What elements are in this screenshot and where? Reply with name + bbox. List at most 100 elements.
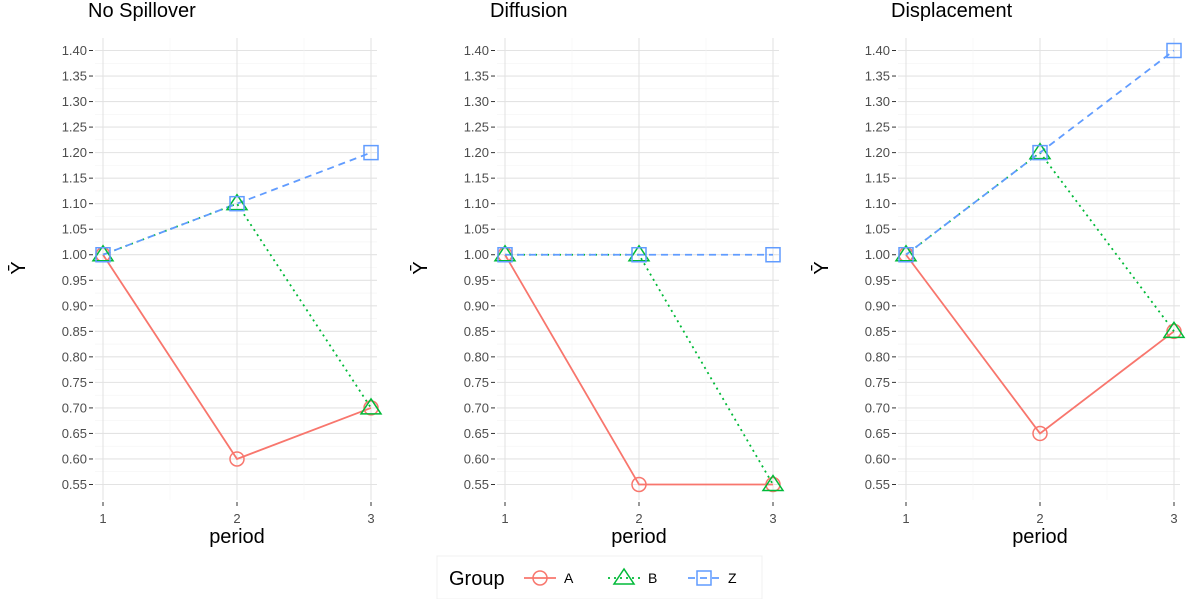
y-tick-label: 0.60 [865, 451, 890, 466]
y-axis-label: Ȳ [810, 261, 833, 274]
x-tick-label: 2 [635, 511, 642, 526]
x-axis-label: period [209, 526, 265, 548]
point-b [1162, 320, 1186, 339]
y-tick-label: 1.10 [62, 196, 87, 211]
y-tick-label: 1.25 [865, 120, 890, 135]
point-z [631, 246, 647, 263]
y-tick-label: 1.15 [865, 171, 890, 186]
y-tick-label: 0.60 [464, 451, 489, 466]
y-tick-label: 0.80 [865, 349, 890, 364]
y-tick-label: 1.10 [865, 196, 890, 211]
point-z [1166, 42, 1182, 59]
y-tick-label: 0.65 [865, 426, 890, 441]
y-tick-label: 0.70 [865, 400, 890, 415]
series-line-a [102, 254, 372, 461]
y-tick-label: 1.35 [62, 69, 87, 84]
y-tick-label: 0.70 [464, 400, 489, 415]
y-tick-label: 0.55 [62, 477, 87, 492]
x-tick-label: 1 [902, 511, 909, 526]
y-tick-label: 0.70 [62, 400, 87, 415]
x-tick-label: 2 [233, 511, 240, 526]
y-tick-label: 1.15 [464, 171, 489, 186]
legend-label-a: A [564, 570, 574, 586]
x-tick-label: 1 [99, 511, 106, 526]
series-line-a [905, 254, 1175, 435]
x-tick-label: 3 [769, 511, 776, 526]
y-tick-label: 0.60 [62, 451, 87, 466]
y-tick-label: 1.00 [865, 247, 890, 262]
y-tick-label: 1.40 [464, 43, 489, 58]
y-tick-label: 1.05 [464, 222, 489, 237]
y-tick-label: 1.30 [464, 94, 489, 109]
y-tick-label: 1.20 [62, 145, 87, 160]
legend-label-b: B [648, 570, 657, 586]
x-axis-label: period [611, 526, 667, 548]
series-line-a [504, 254, 773, 486]
legend-label-z: Z [728, 570, 737, 586]
y-axis-label: Ȳ [7, 261, 30, 274]
point-b [359, 397, 383, 415]
point-a [631, 476, 647, 493]
x-tick-label: 1 [501, 511, 508, 526]
point-z [898, 246, 914, 263]
series-line-z [905, 49, 1175, 256]
y-tick-label: 1.35 [865, 69, 890, 84]
legend-box [436, 555, 763, 599]
legend-title: Group [449, 568, 505, 590]
legend-key-marker-a [532, 570, 548, 586]
y-tick-label: 1.25 [62, 120, 87, 135]
point-z [497, 246, 513, 263]
panel-2: Diffusion 0.55 0.60 0.65 0.70 0.75 0.80 0.85 0.9… [409, 0, 785, 548]
panel-3: Displacement 0.55 0.60 0.65 0.70 0.75 0.80 0.85… [810, 0, 1186, 548]
series-line-b [102, 202, 372, 409]
y-tick-label: 0.80 [62, 349, 87, 364]
point-a [363, 400, 379, 416]
y-tick-label: 0.90 [865, 298, 890, 313]
point-a [765, 476, 781, 493]
point-b [1028, 142, 1052, 160]
point-b [493, 244, 517, 262]
legend-key-marker-z [696, 570, 712, 586]
y-tick-label: 0.95 [62, 273, 87, 288]
point-b [894, 244, 918, 262]
point-a [1166, 323, 1182, 340]
point-b [225, 193, 249, 211]
point-a [229, 451, 245, 467]
x-tick-label: 3 [367, 511, 374, 526]
y-tick-label: 0.90 [62, 298, 87, 313]
y-tick-label: 1.25 [464, 120, 489, 135]
point-z [363, 144, 379, 161]
y-tick-label: 0.85 [62, 324, 87, 339]
y-tick-label: 0.75 [62, 375, 87, 390]
panel-title: Diffusion [490, 0, 567, 22]
y-tick-label: 0.90 [464, 298, 489, 313]
y-tick-label: 1.40 [62, 43, 87, 58]
legend: Group A B Z [436, 555, 763, 599]
y-tick-label: 0.85 [865, 324, 890, 339]
point-b [91, 244, 115, 262]
point-b [761, 474, 785, 492]
y-tick-label: 1.00 [62, 247, 87, 262]
y-tick-label: 1.30 [62, 94, 87, 109]
y-tick-label: 0.55 [865, 477, 890, 492]
y-tick-label: 1.35 [464, 69, 489, 84]
y-tick-label: 1.15 [62, 171, 87, 186]
y-tick-label: 0.65 [464, 426, 489, 441]
y-tick-label: 0.95 [865, 273, 890, 288]
x-tick-label: 2 [1036, 511, 1043, 526]
panel-title: Displacement [891, 0, 1013, 22]
y-tick-label: 0.80 [464, 349, 489, 364]
y-tick-label: 1.05 [865, 222, 890, 237]
x-axis-label: period [1012, 526, 1068, 548]
point-z [765, 246, 781, 263]
y-tick-label: 1.30 [865, 94, 890, 109]
legend-key-marker-b [612, 567, 636, 585]
point-z [95, 246, 111, 263]
y-tick-label: 1.10 [464, 196, 489, 211]
y-tick-label: 0.55 [464, 477, 489, 492]
y-tick-label: 1.20 [464, 145, 489, 160]
y-tick-label: 0.85 [464, 324, 489, 339]
point-z [229, 195, 245, 212]
y-tick-label: 1.05 [62, 222, 87, 237]
